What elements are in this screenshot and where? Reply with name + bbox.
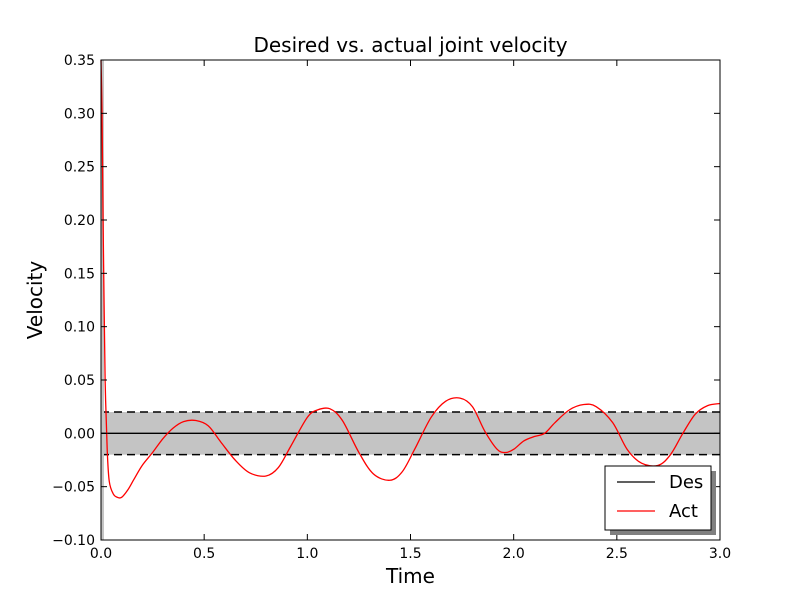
x-tick-label: 0.5	[193, 546, 215, 562]
x-tick-label: 3.0	[709, 546, 731, 562]
legend-box	[604, 465, 712, 531]
y-tick-label: 0.35	[64, 53, 95, 69]
series-layer	[100, 59, 721, 499]
y-tick-label: −0.10	[52, 533, 95, 549]
series-line-act	[100, 59, 721, 499]
x-tick-label: 0.0	[90, 546, 112, 562]
y-tick-label: 0.25	[64, 160, 95, 176]
chart-title: Desired vs. actual joint velocity	[253, 33, 567, 57]
x-ticks: 0.0 0.5 1.0 1.5 2.0 2.5 3.0	[90, 60, 731, 562]
y-tick-label: 0.05	[64, 373, 95, 389]
x-tick-label: 1.0	[296, 546, 318, 562]
y-axis-title: Velocity	[23, 261, 47, 340]
x-tick-label: 1.5	[399, 546, 421, 562]
y-tick-label: 0.00	[64, 426, 95, 442]
y-tick-label: 0.10	[64, 320, 95, 336]
legend-label-des: Des	[669, 472, 703, 493]
legend: Des Act	[604, 465, 716, 535]
legend-label-act: Act	[669, 501, 698, 522]
x-tick-label: 2.0	[503, 546, 525, 562]
y-tick-label: 0.15	[64, 266, 95, 282]
y-tick-label: −0.05	[52, 480, 95, 496]
x-tick-label: 2.5	[606, 546, 628, 562]
y-ticks: −0.10 −0.05 0.00 0.05 0.10 0.15 0.20 0.25 0.30 0.…	[52, 53, 720, 549]
y-tick-label: 0.30	[64, 106, 95, 122]
left-edge-shade	[101, 60, 104, 540]
x-axis-title: Time	[385, 564, 435, 588]
y-tick-label: 0.20	[64, 213, 95, 229]
